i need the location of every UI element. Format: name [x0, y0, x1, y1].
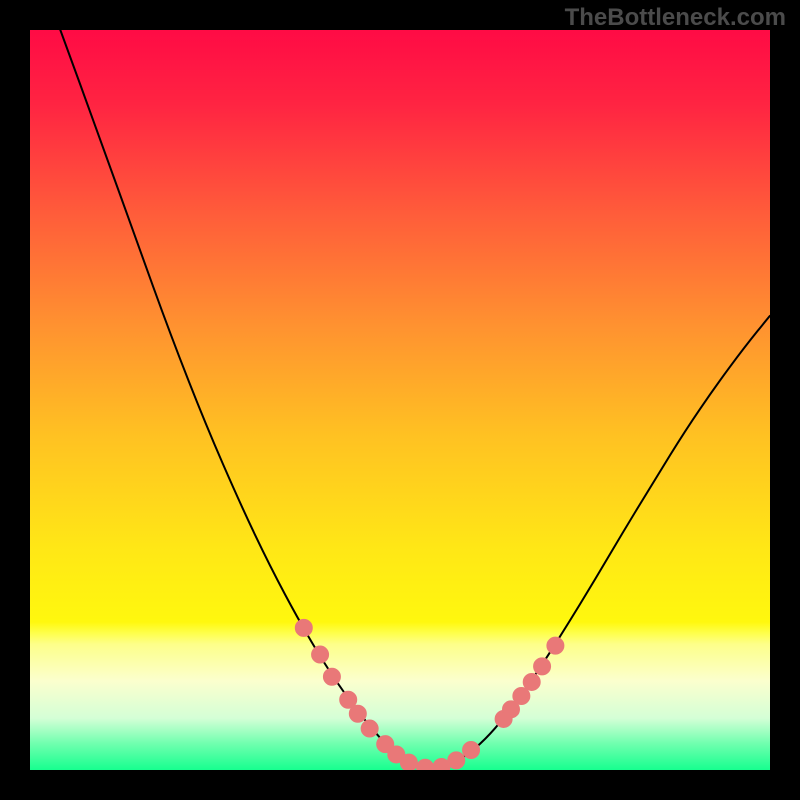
curve-marker [323, 668, 340, 685]
bottleneck-curve-chart [30, 30, 770, 770]
curve-marker [523, 673, 540, 690]
curve-marker [349, 705, 366, 722]
curve-marker [361, 720, 378, 737]
curve-marker [312, 646, 329, 663]
plot-background [30, 30, 770, 770]
curve-marker [295, 619, 312, 636]
watermark-text: TheBottleneck.com [565, 4, 786, 32]
curve-marker [448, 752, 465, 769]
curve-marker [513, 688, 530, 705]
curve-marker [463, 742, 480, 759]
chart-root: TheBottleneck.com [0, 0, 800, 800]
curve-marker [547, 637, 564, 654]
curve-marker [400, 754, 417, 770]
curve-marker [534, 658, 551, 675]
